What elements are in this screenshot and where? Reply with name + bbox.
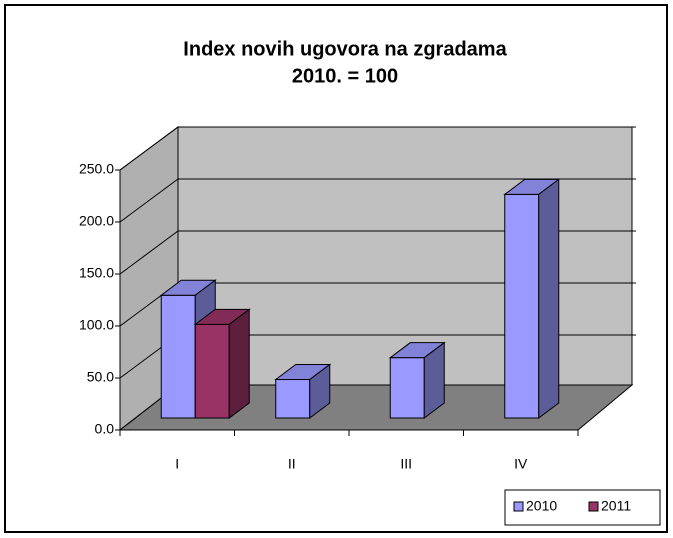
- x-tick-label: II: [288, 456, 296, 472]
- bar-front: [389, 357, 425, 419]
- bar-side: [309, 363, 331, 419]
- bar-side: [228, 308, 250, 419]
- y-tick-label: 50.0: [87, 369, 114, 385]
- bar-front: [160, 294, 196, 419]
- y-tick-label: 0.0: [95, 421, 115, 437]
- bar-front: [194, 323, 230, 419]
- grid-line: [119, 230, 636, 275]
- legend-swatch: [513, 501, 524, 512]
- grid-line: [119, 126, 636, 171]
- chart-subtitle: 2010. = 100: [292, 65, 398, 87]
- legend-swatch: [588, 501, 599, 512]
- bar-side: [538, 178, 560, 419]
- y-tick-label: 250.0: [79, 161, 114, 177]
- y-tick-label: 200.0: [79, 213, 114, 229]
- x-tick-label: III: [400, 456, 412, 472]
- legend-label: 2010: [526, 498, 557, 514]
- y-tick-label: 150.0: [79, 265, 114, 281]
- bar-side: [423, 341, 445, 419]
- chart-title: Index novih ugovora na zgradama: [183, 38, 507, 60]
- y-tick-label: 100.0: [79, 317, 114, 333]
- bar-front: [275, 379, 311, 419]
- x-tick-label: IV: [514, 456, 528, 472]
- legend-box: [504, 489, 661, 526]
- x-tick-label: I: [175, 456, 179, 472]
- bar-front: [504, 193, 540, 419]
- grid-line: [119, 178, 636, 223]
- legend-label: 2011: [601, 498, 631, 514]
